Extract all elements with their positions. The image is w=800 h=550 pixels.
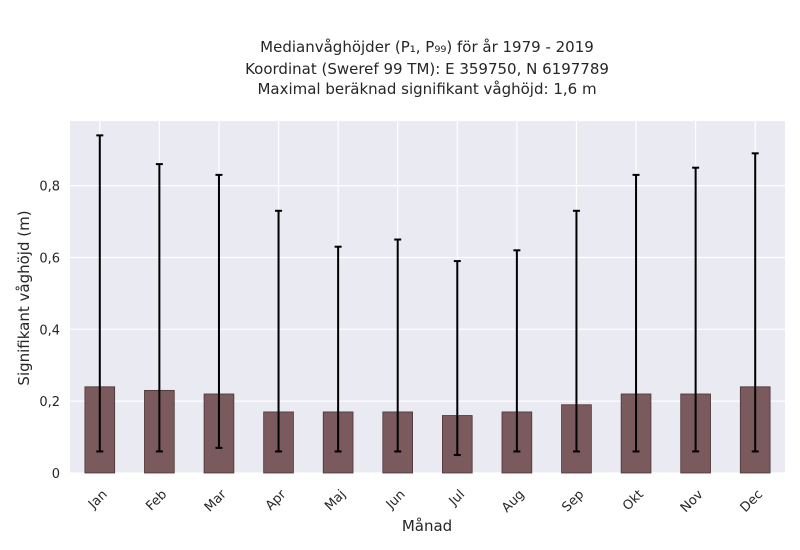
error-bar-apr bbox=[275, 209, 283, 453]
x-tick-label: Jun bbox=[383, 487, 409, 513]
x-tick-label: Feb bbox=[143, 487, 170, 514]
chart-title: Medianvåghöjder (P₁, P₉₉) för år 1979 - … bbox=[245, 38, 609, 98]
y-axis-ticks: 0 0,2 0,4 0,6 0,8 bbox=[39, 180, 60, 482]
error-bar-jun bbox=[394, 238, 402, 453]
x-tick-label: Dec bbox=[738, 487, 766, 515]
error-bar-feb bbox=[155, 163, 163, 453]
title-line-1: Medianvåghöjder (P₁, P₉₉) för år 1979 - … bbox=[260, 38, 594, 56]
y-tick-label: 0,8 bbox=[39, 180, 60, 195]
y-axis-label: Signifikant våghöjd (m) bbox=[15, 210, 33, 385]
plot-area bbox=[70, 121, 785, 473]
x-tick-label: Maj bbox=[322, 487, 349, 514]
error-bar-sep bbox=[572, 209, 580, 453]
error-bar-jan bbox=[96, 134, 104, 453]
x-tick-label: Sep bbox=[559, 487, 587, 515]
error-bar-okt bbox=[632, 173, 640, 453]
x-axis-label: Månad bbox=[402, 517, 452, 535]
y-tick-label: 0,2 bbox=[39, 395, 60, 410]
x-tick-label: Aug bbox=[499, 487, 528, 516]
x-tick-label: Nov bbox=[678, 487, 707, 516]
error-bar-jul bbox=[453, 260, 461, 457]
error-bar-nov bbox=[692, 166, 700, 453]
title-line-3: Maximal beräknad signifikant våghöjd: 1,… bbox=[257, 80, 596, 98]
x-tick-label: Jul bbox=[446, 487, 468, 509]
y-tick-label: 0,4 bbox=[39, 323, 60, 338]
error-bar-dec bbox=[751, 152, 759, 453]
x-tick-label: Apr bbox=[263, 487, 290, 514]
error-bar-aug bbox=[513, 249, 521, 453]
title-line-2: Koordinat (Sweref 99 TM): E 359750, N 61… bbox=[245, 60, 609, 78]
error-bar-mar bbox=[215, 173, 223, 449]
x-tick-label: Okt bbox=[620, 487, 647, 514]
y-tick-label: 0,6 bbox=[39, 251, 60, 266]
y-tick-label: 0 bbox=[52, 467, 60, 482]
x-tick-label: Mar bbox=[202, 487, 230, 515]
x-tick-label: Jan bbox=[85, 487, 110, 512]
error-bar-maj bbox=[334, 245, 342, 453]
x-axis-ticks: Jan Feb Mar Apr Maj Jun Jul Aug Sep Okt Nov Dec bbox=[85, 487, 766, 516]
error-bars bbox=[96, 134, 759, 457]
